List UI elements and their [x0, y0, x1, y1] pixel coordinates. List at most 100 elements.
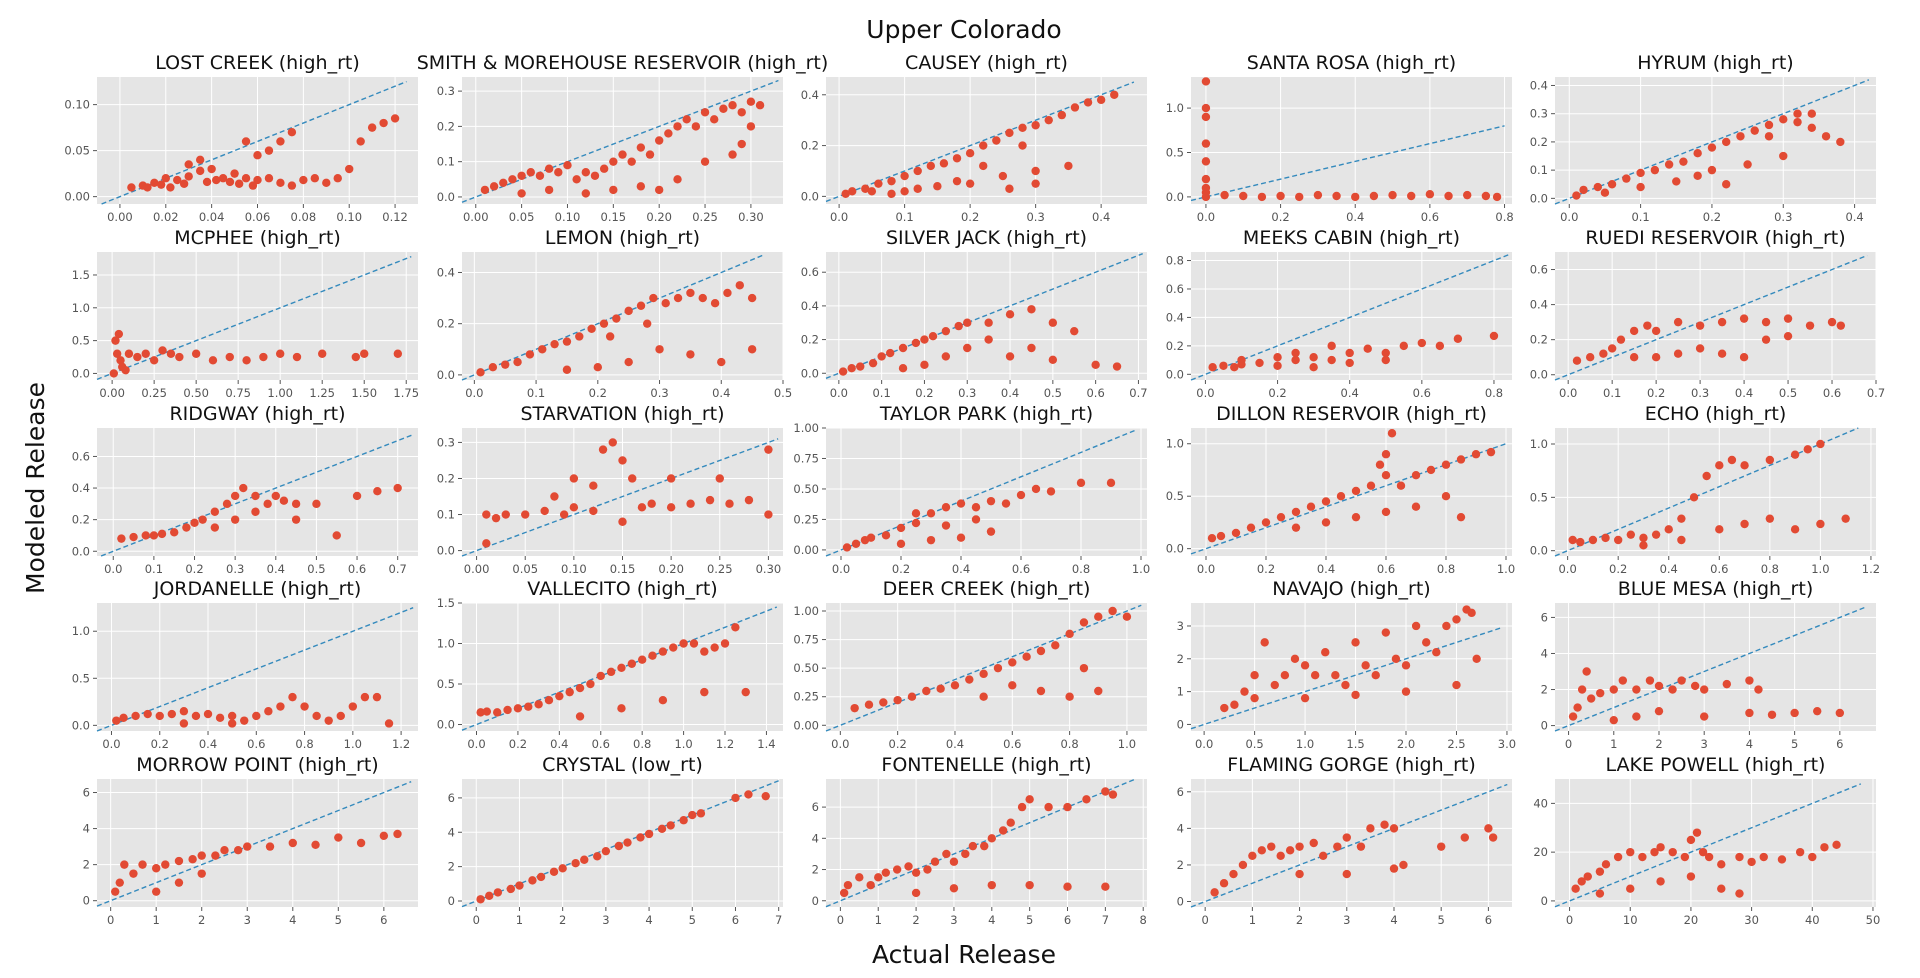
data-point	[1717, 860, 1726, 869]
y-tick-label: 3	[1177, 619, 1184, 633]
data-point	[963, 318, 972, 327]
data-point	[673, 122, 682, 131]
one-to-one-line	[1554, 79, 1870, 205]
x-tick-label: 6	[380, 913, 387, 927]
x-tick-label: 0.2	[889, 737, 907, 751]
data-point	[1452, 680, 1461, 690]
data-point	[593, 852, 602, 861]
scatter-panel: 0.0 0.1 0.2 0.3 0.4 0.0 0.1 0.2 0.3 0.4 HYRUM (hig…	[1530, 52, 1876, 224]
y-tick-label: 40	[1533, 796, 1548, 810]
data-point	[379, 831, 389, 840]
x-tick-label: 1.0	[344, 737, 362, 751]
data-point	[1803, 445, 1812, 454]
data-point	[251, 491, 260, 501]
data-point	[476, 368, 485, 377]
data-point	[264, 146, 274, 155]
data-point	[913, 184, 922, 193]
data-point	[220, 846, 229, 855]
data-point	[1219, 361, 1228, 370]
y-tick-label: 0.5	[1166, 489, 1184, 503]
data-point	[1783, 314, 1793, 323]
x-tick-label: 0.3	[226, 562, 244, 576]
x-tick-label: 4	[289, 913, 296, 927]
data-point	[324, 716, 333, 725]
data-point	[538, 345, 547, 354]
data-point	[1018, 123, 1027, 132]
data-point	[669, 643, 678, 652]
x-tick-label: 0.0	[104, 562, 122, 576]
data-point	[581, 189, 591, 198]
data-point	[939, 159, 949, 168]
data-point	[503, 705, 512, 715]
data-point	[898, 364, 908, 373]
y-tick-label: 0.1	[437, 155, 455, 169]
data-point	[980, 841, 989, 851]
data-point	[360, 692, 370, 702]
data-point	[515, 881, 524, 890]
data-point	[1601, 533, 1610, 543]
data-point	[698, 293, 707, 303]
scatter-panel: 0.00 0.25 0.50 0.75 1.00 1.25 1.50 1.75 0.0 0.5 1.…	[72, 227, 419, 400]
data-point	[843, 880, 853, 890]
data-point	[119, 713, 128, 723]
data-point	[1091, 360, 1100, 370]
data-point	[1793, 109, 1802, 118]
data-point	[251, 507, 260, 516]
data-point	[1764, 132, 1774, 141]
x-tick-label: 0.6	[348, 562, 366, 576]
x-tick-label: 0.2	[185, 562, 203, 576]
data-point	[248, 181, 258, 190]
x-tick-label: 0.4	[1092, 210, 1110, 224]
data-point	[1609, 685, 1618, 694]
data-point	[1783, 331, 1793, 341]
data-point	[1576, 537, 1585, 547]
data-point	[950, 681, 960, 690]
data-point	[941, 521, 951, 530]
data-point	[1699, 712, 1709, 721]
data-point	[1717, 884, 1726, 893]
data-point	[627, 157, 636, 166]
data-point	[657, 824, 667, 834]
data-point	[1327, 341, 1336, 351]
data-point	[1094, 686, 1103, 696]
data-point	[1380, 820, 1389, 829]
data-point	[755, 101, 765, 110]
data-point	[1639, 533, 1648, 543]
data-point	[655, 345, 664, 354]
data-point	[230, 491, 240, 501]
data-point	[333, 174, 342, 183]
data-point	[517, 171, 526, 180]
x-tick-label: 1.0	[1497, 562, 1515, 576]
data-point	[1399, 860, 1408, 870]
data-point	[1690, 681, 1700, 691]
data-point	[1821, 132, 1831, 141]
data-point	[747, 345, 757, 354]
data-point	[1588, 535, 1598, 545]
y-tick-label: 6	[83, 786, 90, 800]
data-point	[1255, 358, 1264, 368]
data-point	[1629, 326, 1639, 336]
data-point	[1727, 455, 1737, 465]
data-point	[575, 712, 585, 721]
data-point	[279, 496, 289, 505]
data-point	[1276, 512, 1286, 522]
x-tick-label: 5	[1791, 737, 1798, 751]
data-point	[151, 864, 161, 873]
data-point	[1076, 478, 1086, 488]
data-point	[1363, 344, 1372, 353]
x-tick-label: 3.0	[1498, 737, 1516, 751]
x-tick-label: 0.0	[1558, 562, 1576, 576]
data-point	[1707, 143, 1717, 152]
data-point	[868, 358, 878, 368]
data-point	[1351, 690, 1360, 700]
data-point	[1321, 648, 1330, 657]
data-point	[544, 696, 554, 705]
data-point	[1692, 828, 1702, 837]
data-point	[1036, 646, 1046, 656]
data-point	[1722, 180, 1731, 189]
data-point	[961, 849, 970, 859]
data-point	[645, 150, 655, 159]
data-point	[1750, 126, 1759, 135]
data-point	[1290, 654, 1300, 663]
data-point	[761, 791, 770, 801]
